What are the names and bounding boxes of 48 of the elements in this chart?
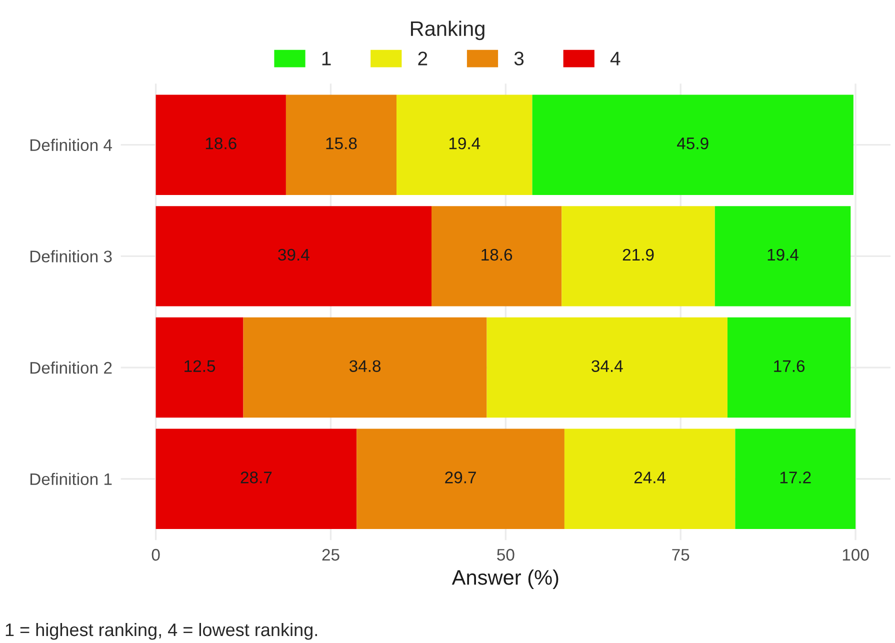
data-label: 39.4 [278,248,310,261]
legend-title: Ranking [410,20,484,40]
data-label: 34.8 [349,360,381,372]
bar [727,317,851,418]
data-label: 24.4 [634,472,666,484]
data-label: 18.6 [482,248,512,261]
bar [156,94,286,195]
x-axis-title: Answer (%) [452,570,558,589]
bar [286,94,397,195]
data-label: 15.8 [326,138,357,150]
data-label: 17.2 [780,472,811,484]
data-label: 29.7 [445,472,476,484]
legend-label: 4 [610,52,620,66]
data-label: 21.9 [622,248,654,261]
bar [396,94,532,195]
bar [486,317,728,418]
bar [714,206,851,306]
data-label: 28.7 [240,472,272,484]
y-tick-label: Definition 3 [30,250,112,262]
text: 1 = highest ranking, 4 = lowest ranking. [6,622,317,640]
bar [156,428,357,529]
data-label: 19.4 [449,138,480,150]
data-label: 17.6 [774,360,805,372]
y-tick-label: Definition 2 [30,361,112,374]
data-label: 18.6 [206,138,236,150]
y-tick-label: Definition 1 [30,472,112,486]
legend-label: 2 [418,52,428,66]
x-tick-label: 50 [497,548,514,561]
data-label: 34.4 [592,360,623,372]
bar [356,428,564,529]
bar [243,317,487,418]
bar [562,206,715,306]
legend-label: 1 [322,52,331,66]
data-label: 12.5 [184,360,216,372]
x-tick-label: 25 [322,548,340,561]
bar [564,428,736,529]
bar [432,206,562,306]
y-tick-label: Definition 4 [30,138,112,152]
x-tick-label: 75 [672,549,690,561]
data-label: 45.9 [677,138,708,150]
bar [735,428,856,529]
bar [156,206,432,306]
bar [156,317,244,418]
data-label: 19.4 [768,248,798,261]
x-tick-label: 0 [152,548,160,561]
legend-label: 3 [514,52,524,66]
x-tick-label: 100 [842,548,869,561]
bar [532,94,854,195]
